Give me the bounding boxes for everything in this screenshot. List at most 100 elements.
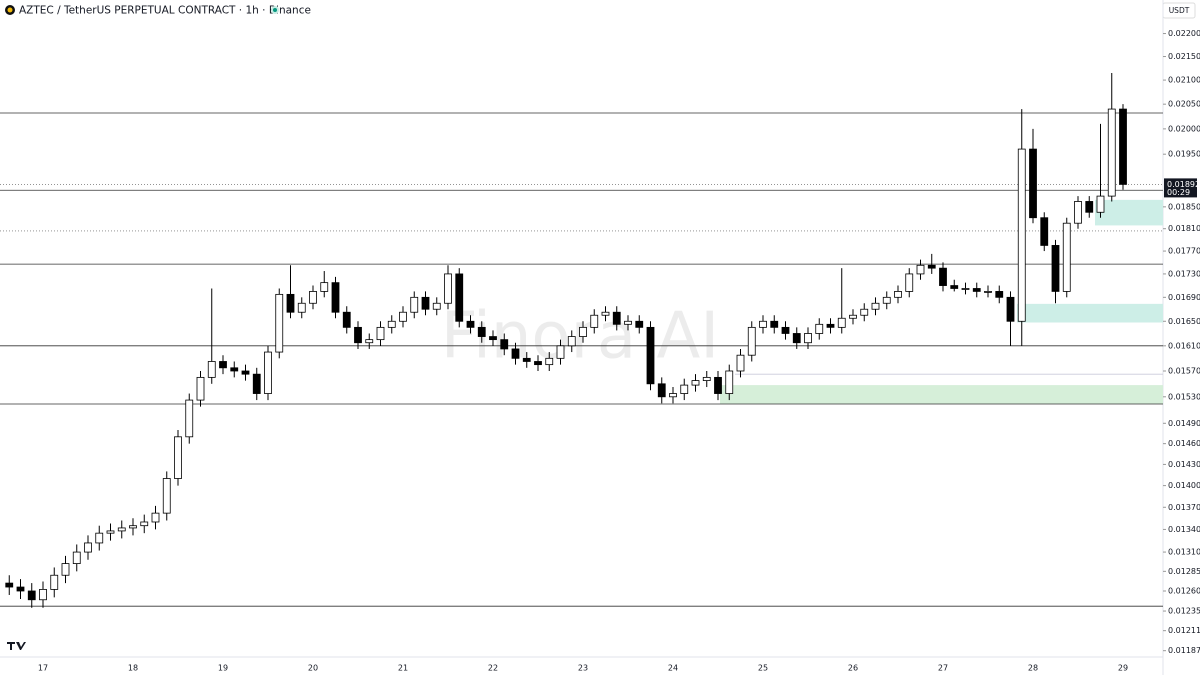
candle-body [534,361,542,366]
zone [720,385,1163,405]
zone [1017,303,1163,323]
candle-body [421,296,430,310]
y-tick-label: 0.02200 [1168,29,1200,38]
candle-body [590,314,599,328]
candle-body [826,323,835,328]
candle-body [399,311,407,322]
y-tick-label: 0.01950 [1168,150,1200,159]
chart-title: AZTEC / TetherUS PERPETUAL CONTRACT · 1h… [19,5,311,17]
y-tick-label: 0.01690 [1168,293,1200,302]
candle-body [309,291,317,304]
candle-body [612,311,621,325]
y-tick-label: 0.01530 [1168,392,1200,401]
candle-body [680,384,689,394]
candle-body [702,376,711,381]
candle-body [905,273,914,292]
x-tick-label: 24 [668,664,678,673]
candle-body [624,320,632,325]
candle-body [646,326,655,385]
candle-body [444,273,452,304]
y-tick-label: 0.02100 [1168,76,1200,85]
y-tick-label: 0.01770 [1168,247,1200,256]
candle-body [320,282,329,292]
candle-body [72,551,81,564]
y-tick-label: 0.01810 [1168,224,1200,233]
candle-body [567,336,576,347]
y-tick-label: 0.01260 [1168,586,1200,595]
x-tick-label: 28 [1028,664,1038,673]
y-tick-label: 0.01650 [1168,317,1200,326]
candle-body [207,361,216,378]
y-tick-label: 0.01370 [1168,503,1200,512]
candle-body [522,357,531,362]
candle-body [5,582,14,588]
candle-body [1051,245,1060,292]
x-tick-label: 23 [578,664,588,673]
candle-body [961,288,970,290]
candle-body [950,285,959,289]
candle-body [995,291,1004,298]
x-tick-label: 18 [128,664,138,673]
candle-body [27,590,36,601]
x-tick-label: 22 [488,664,498,673]
candle-body [860,308,869,316]
candle-body [579,326,587,337]
candle-body [601,311,610,316]
candle-body [939,267,947,286]
candle-body [376,326,385,341]
candle-body [50,574,59,590]
candle-body [331,282,340,313]
candle-body [61,563,70,576]
candle-body [39,589,47,601]
candle-body [106,530,115,534]
tv-logo [7,642,26,650]
y-tick-label: 0.01340 [1168,525,1200,534]
x-tick-label: 26 [848,664,858,673]
candle-body [1119,108,1127,185]
candle-body [387,320,396,328]
candle-body [1029,148,1037,219]
y-tick-label: 0.01235 [1168,607,1200,616]
currency[interactable]: USDT [1169,6,1190,15]
candle-body [1107,108,1116,197]
x-tick-label: 17 [38,664,48,673]
candle-body [669,393,677,398]
candle-body [804,333,812,344]
candle-body [511,348,520,359]
candle-body [714,376,722,394]
candle-body [725,370,734,394]
candle-body [140,521,149,527]
y-tick-label: 0.01850 [1168,202,1200,211]
candle-body [781,326,790,334]
candle-body [196,376,205,401]
candle-body [556,345,565,359]
candle-body [1074,201,1082,224]
candle-body [1085,201,1094,213]
candle-body [342,311,351,328]
candle-body [16,586,25,592]
y-tick-label: 0.02150 [1168,52,1200,61]
candle-body [1062,222,1071,292]
candle-body [162,478,171,514]
candle-body [252,373,261,394]
candle-body [500,339,509,350]
candle-body [151,512,160,523]
candle-body [286,293,295,313]
y-tick-label: 0.01570 [1168,366,1200,375]
price-label-box [1164,178,1197,198]
y-tick-label: 0.01490 [1168,419,1200,428]
candle-body [264,351,272,394]
candle-body [354,326,362,344]
y-tick-label: 0.01211 [1168,626,1200,635]
candle-body [759,320,767,328]
candle-body [882,296,891,304]
countdown: 00:29 [1167,188,1190,197]
candle-body [545,357,554,366]
candle-body [365,339,374,344]
symbol-logo-inner [7,7,13,13]
zone [1095,199,1163,226]
candle-body [1040,217,1049,246]
candle-body [792,333,801,344]
candle-body [916,264,925,275]
candle-body [477,326,486,337]
